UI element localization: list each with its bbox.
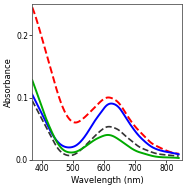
X-axis label: Wavelength (nm): Wavelength (nm) xyxy=(71,176,143,185)
Y-axis label: Absorbance: Absorbance xyxy=(4,57,13,107)
